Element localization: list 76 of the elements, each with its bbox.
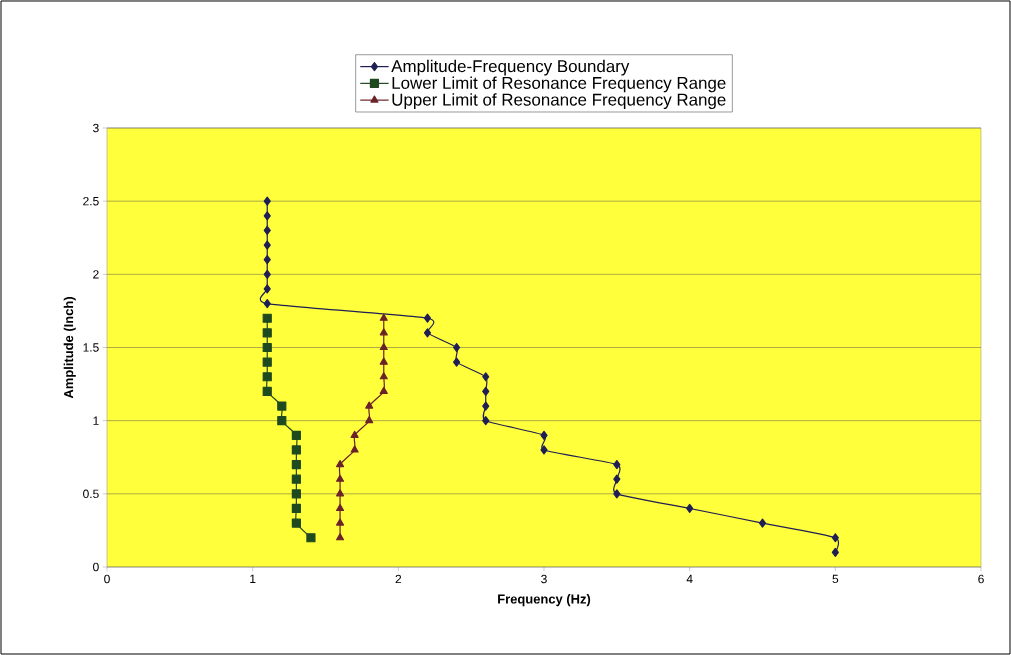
point xyxy=(350,445,359,453)
point xyxy=(365,416,374,424)
point xyxy=(540,445,548,455)
point xyxy=(263,269,271,279)
point xyxy=(263,255,271,265)
x-axis-title: Frequency (Hz) xyxy=(498,594,591,607)
y-tick-label: 2.5 xyxy=(83,196,99,206)
point xyxy=(831,533,839,543)
point xyxy=(291,474,301,484)
point xyxy=(263,284,271,294)
point xyxy=(336,474,345,482)
point xyxy=(350,430,359,438)
point xyxy=(291,518,301,528)
point xyxy=(336,503,345,512)
point xyxy=(453,342,461,353)
point xyxy=(379,372,388,380)
point xyxy=(291,503,301,514)
legend-label: Lower Limit of Resonance Frequency Range xyxy=(392,76,726,93)
point xyxy=(262,328,272,338)
point xyxy=(379,357,388,365)
point xyxy=(482,372,490,382)
point xyxy=(336,518,345,526)
y-tick-label: 0.5 xyxy=(83,489,99,499)
point xyxy=(262,357,272,367)
point xyxy=(423,313,432,323)
point xyxy=(613,489,621,499)
point xyxy=(263,225,271,236)
point xyxy=(758,518,767,528)
point xyxy=(336,533,345,541)
point xyxy=(291,430,301,440)
point xyxy=(291,489,301,499)
x-tick-label: 2 xyxy=(395,574,402,584)
y-axis-title: Amplitude (Inch) xyxy=(63,297,76,399)
point xyxy=(379,342,388,351)
y-tick-label: 1 xyxy=(93,416,99,425)
point xyxy=(379,328,388,336)
y-tick-label: 0 xyxy=(93,562,99,572)
y-tick-label: 1.5 xyxy=(83,343,99,352)
point xyxy=(482,416,490,426)
point xyxy=(263,299,271,309)
point xyxy=(291,459,301,470)
point xyxy=(365,401,374,409)
point xyxy=(482,386,490,396)
x-tick-label: 0 xyxy=(104,574,110,584)
point xyxy=(613,459,621,470)
point xyxy=(336,489,345,497)
point xyxy=(291,445,301,455)
point xyxy=(379,386,388,394)
y-tick-label: 2 xyxy=(93,270,99,279)
point xyxy=(686,503,694,514)
x-tick-label: 5 xyxy=(832,574,839,584)
point xyxy=(263,211,271,221)
point xyxy=(277,401,287,411)
point xyxy=(482,401,490,411)
point xyxy=(262,386,272,396)
point xyxy=(379,313,388,321)
point xyxy=(540,430,548,440)
point xyxy=(262,372,272,382)
point xyxy=(613,474,621,484)
point xyxy=(262,313,272,323)
x-tick-label: 4 xyxy=(686,574,693,583)
point xyxy=(263,240,271,250)
point xyxy=(453,357,461,367)
point xyxy=(831,547,839,557)
point xyxy=(277,416,287,426)
legend-label: Amplitude-Frequency Boundary xyxy=(391,59,630,76)
point xyxy=(262,342,272,353)
point xyxy=(423,328,432,338)
legend-label: Upper Limit of Resonance Frequency Range xyxy=(392,93,726,110)
x-tick-label: 6 xyxy=(978,574,984,584)
point xyxy=(263,196,271,206)
point xyxy=(306,533,316,543)
x-tick-label: 3 xyxy=(541,574,547,584)
y-tick-label: 3 xyxy=(93,123,99,133)
point xyxy=(336,459,345,468)
x-tick-label: 1 xyxy=(250,574,256,583)
